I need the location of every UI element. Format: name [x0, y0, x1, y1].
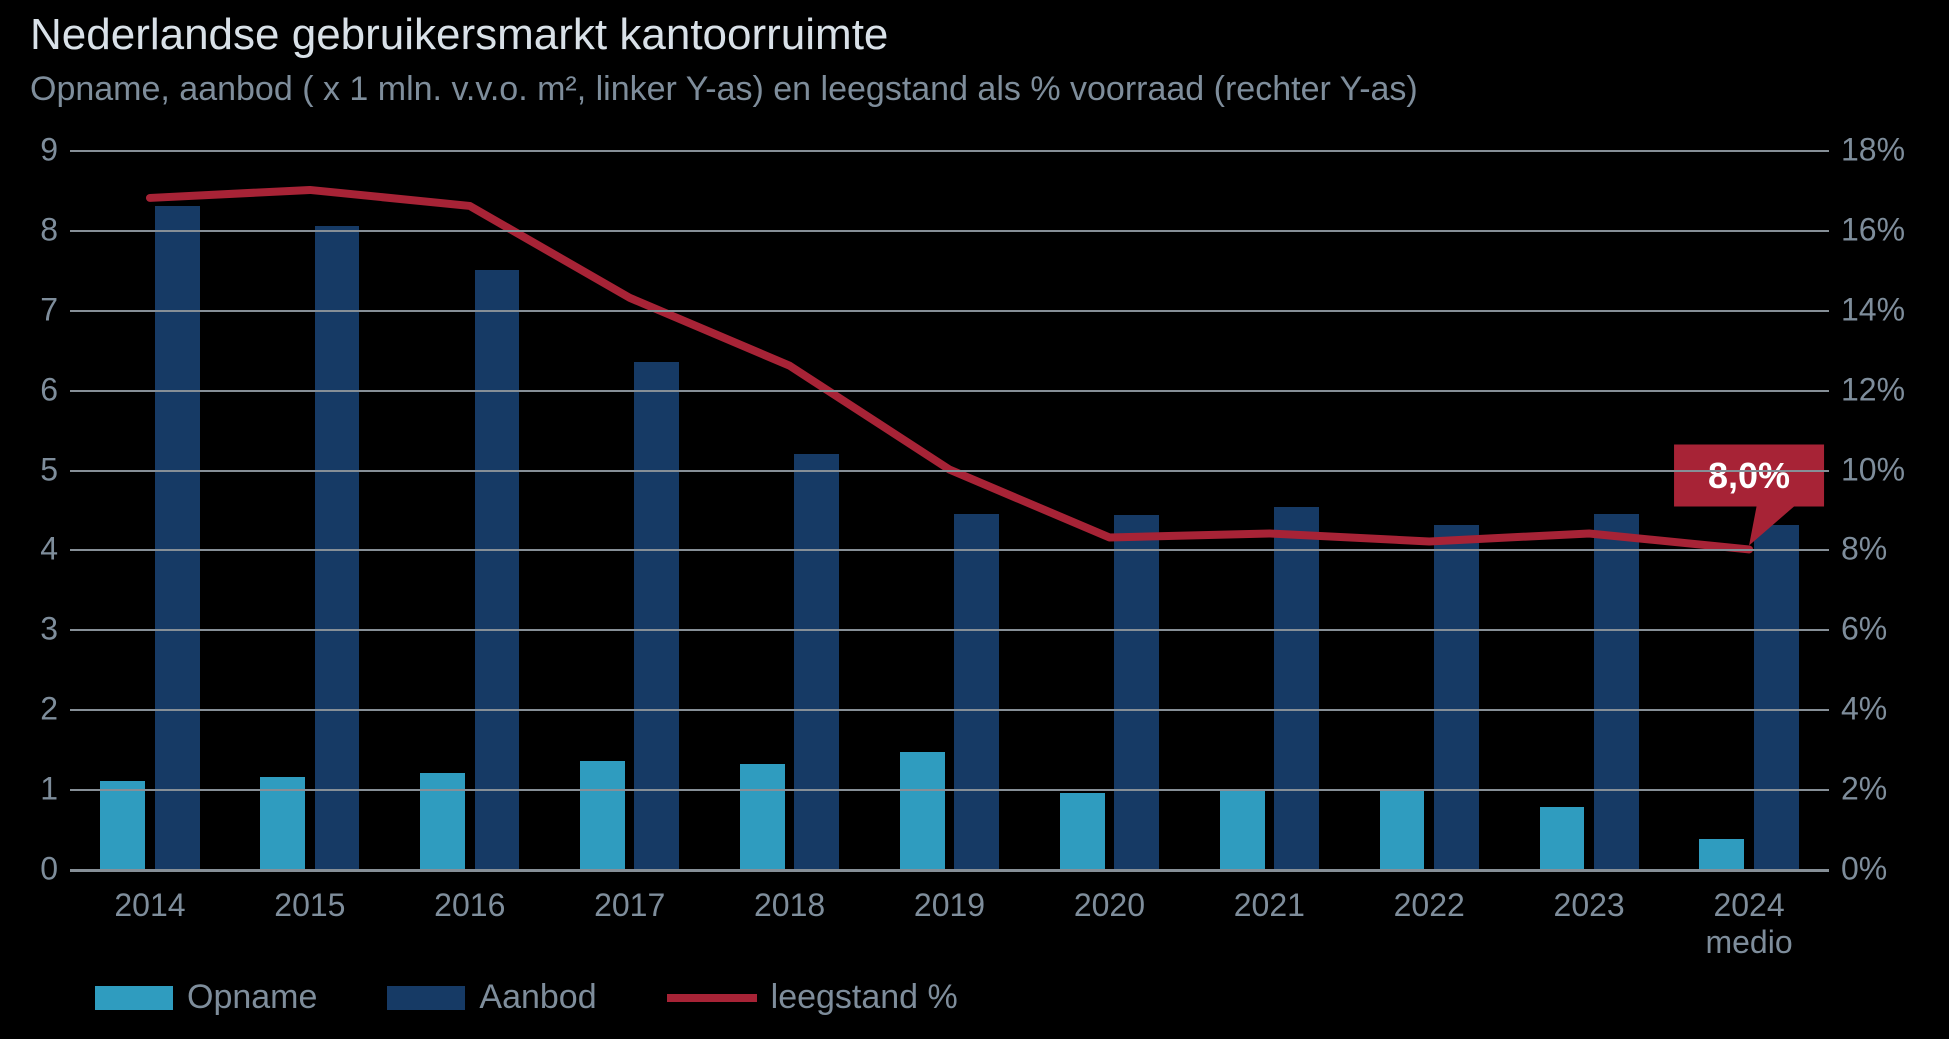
- legend-swatch-leegstand: [667, 994, 757, 1002]
- plot-area: 8,0% 00%12%24%36%48%510%612%714%816%918%…: [70, 150, 1829, 869]
- callout-label: 8,0%: [1708, 455, 1790, 496]
- x-tick-label: 2016: [434, 869, 505, 924]
- chart-title: Nederlandse gebruikersmarkt kantoorruimt…: [30, 10, 888, 60]
- x-tick-label: 2024 medio: [1705, 869, 1792, 961]
- y-left-tick-label: 5: [40, 451, 70, 488]
- legend-item-aanbod: Aanbod: [387, 978, 596, 1017]
- grid-line: [70, 629, 1829, 631]
- legend-item-leegstand: leegstand %: [667, 978, 958, 1017]
- y-right-tick-label: 8%: [1829, 531, 1887, 568]
- legend-swatch-opname: [95, 986, 173, 1010]
- legend: Opname Aanbod leegstand %: [95, 978, 958, 1017]
- grid-line: [70, 549, 1829, 551]
- x-tick-label: 2021: [1234, 869, 1305, 924]
- y-left-tick-label: 1: [40, 771, 70, 808]
- grid-line: [70, 390, 1829, 392]
- grid-line: [70, 150, 1829, 152]
- y-right-tick-label: 0%: [1829, 851, 1887, 888]
- legend-item-opname: Opname: [95, 978, 317, 1017]
- y-right-tick-label: 10%: [1829, 451, 1905, 488]
- legend-label-leegstand: leegstand %: [771, 978, 958, 1017]
- x-tick-label: 2019: [914, 869, 985, 924]
- y-right-tick-label: 4%: [1829, 691, 1887, 728]
- x-tick-label: 2017: [594, 869, 665, 924]
- grid-line: [70, 709, 1829, 711]
- y-right-tick-label: 6%: [1829, 611, 1887, 648]
- x-tick-label: 2020: [1074, 869, 1145, 924]
- y-left-tick-label: 7: [40, 291, 70, 328]
- x-tick-label: 2015: [274, 869, 345, 924]
- y-left-tick-label: 9: [40, 132, 70, 169]
- y-right-tick-label: 18%: [1829, 132, 1905, 169]
- x-tick-label: 2014: [114, 869, 185, 924]
- grid-line: [70, 789, 1829, 791]
- grid-line: [70, 310, 1829, 312]
- x-tick-label: 2023: [1554, 869, 1625, 924]
- y-right-tick-label: 14%: [1829, 291, 1905, 328]
- y-left-tick-label: 6: [40, 371, 70, 408]
- y-left-tick-label: 3: [40, 611, 70, 648]
- x-tick-label: 2018: [754, 869, 825, 924]
- legend-swatch-aanbod: [387, 986, 465, 1010]
- y-left-tick-label: 2: [40, 691, 70, 728]
- y-left-tick-label: 4: [40, 531, 70, 568]
- grid-line: [70, 470, 1829, 472]
- x-tick-label: 2022: [1394, 869, 1465, 924]
- legend-label-aanbod: Aanbod: [479, 978, 596, 1017]
- line-layer: 8,0%: [70, 150, 1829, 869]
- legend-label-opname: Opname: [187, 978, 317, 1017]
- chart-subtitle: Opname, aanbod ( x 1 mln. v.v.o. m², lin…: [30, 70, 1418, 109]
- y-right-tick-label: 12%: [1829, 371, 1905, 408]
- y-left-tick-label: 0: [40, 851, 70, 888]
- line-leegstand: [150, 190, 1749, 550]
- y-left-tick-label: 8: [40, 211, 70, 248]
- grid-line: [70, 230, 1829, 232]
- y-right-tick-label: 16%: [1829, 211, 1905, 248]
- y-right-tick-label: 2%: [1829, 771, 1887, 808]
